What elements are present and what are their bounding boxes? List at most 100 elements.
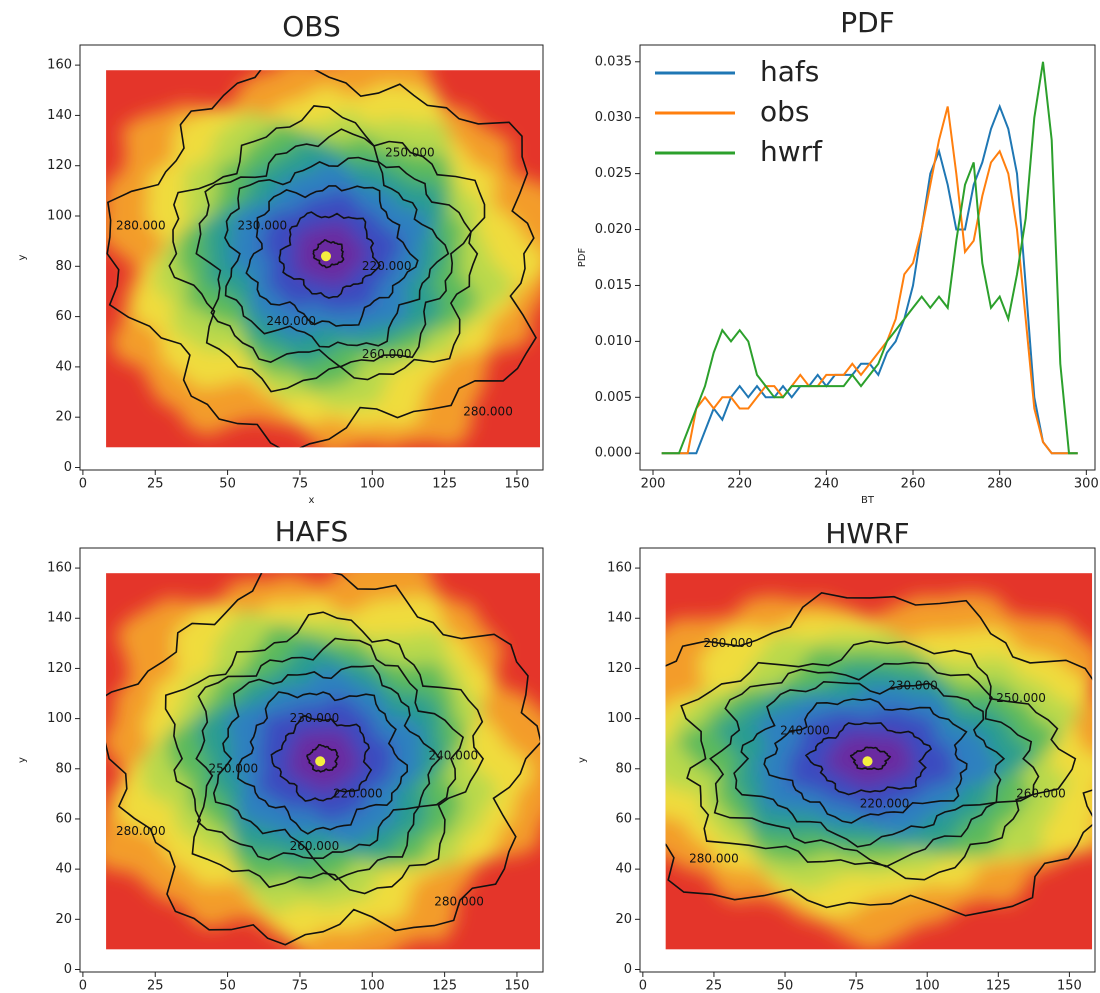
x-tick-label: 150 (505, 979, 530, 993)
y-tick-label: 140 (607, 611, 632, 626)
contour-label: 250.000 (996, 691, 1046, 705)
y-axis-label: PDF (577, 248, 588, 268)
eye (315, 756, 326, 767)
x-tick-label: 150 (505, 477, 530, 492)
y-tick-label: 0 (64, 460, 72, 475)
heatmap-blur (665, 591, 1093, 950)
y-tick-label: 0.030 (595, 110, 632, 125)
contour-line (245, 185, 419, 327)
x-tick-label: 0 (79, 477, 87, 492)
x-axis-label: BT (861, 495, 875, 506)
x-tick-label: 100 (360, 477, 385, 492)
y-tick-label: 0.005 (595, 390, 632, 405)
x-tick-label: 280 (987, 477, 1012, 492)
contour-line (306, 743, 340, 773)
contour-label: 230.000 (290, 711, 340, 725)
contour-line (195, 128, 473, 368)
eye (862, 756, 873, 767)
contour-label: 260.000 (1016, 786, 1066, 800)
y-tick-label: 0.020 (595, 222, 632, 237)
contour-label: 280.000 (116, 219, 166, 233)
y-tick-label: 140 (47, 611, 72, 626)
heatmap (665, 573, 1093, 950)
y-tick-label: 20 (55, 410, 72, 425)
contour-line (680, 640, 1077, 881)
y-tick-label: 0.010 (595, 334, 632, 349)
x-tick-label: 25 (147, 979, 164, 993)
y-tick-label: 100 (47, 209, 72, 224)
axes-frame (79, 547, 544, 973)
contour-label: 220.000 (860, 796, 910, 810)
contour-label: 240.000 (266, 314, 316, 328)
y-tick-label: 160 (47, 561, 72, 576)
y-tick-label: 60 (615, 811, 632, 826)
heatmap-layer (293, 222, 369, 286)
x-tick-label: 125 (986, 979, 1011, 993)
x-tick-label: 100 (915, 979, 940, 993)
y-tick-label: 0.000 (595, 446, 632, 461)
x-tick-label: 25 (147, 477, 164, 492)
contour-line (224, 156, 450, 348)
axes-frame (639, 44, 1096, 471)
y-axis-label: y (17, 254, 28, 260)
x-tick-label: 75 (292, 477, 309, 492)
x-axis-label: x (309, 495, 315, 506)
contour-label: 240.000 (780, 724, 830, 738)
contour-line (278, 211, 382, 299)
legend-label: hafs (760, 55, 819, 88)
y-tick-label: 160 (607, 561, 632, 576)
y-tick-label: 120 (607, 661, 632, 676)
x-tick-label: 150 (1057, 979, 1082, 993)
y-tick-label: 60 (55, 811, 72, 826)
y-tick-label: 20 (55, 912, 72, 927)
y-tick-label: 40 (55, 359, 72, 374)
contour-line (237, 691, 408, 835)
x-tick-label: 0 (639, 979, 647, 993)
chart-title: HAFS (275, 515, 349, 548)
contour-line (106, 70, 537, 448)
x-tick-label: 240 (814, 477, 839, 492)
contour-label: 250.000 (209, 761, 259, 775)
contour-label: 280.000 (434, 894, 484, 908)
y-tick-label: 80 (55, 761, 72, 776)
contour-label: 260.000 (290, 839, 340, 853)
contour-line (733, 680, 1006, 848)
contour-label: 280.000 (703, 636, 753, 650)
y-tick-label: 0.035 (595, 54, 632, 69)
series-line (661, 61, 1078, 455)
eye (320, 251, 331, 262)
y-tick-label: 60 (55, 309, 72, 324)
y-tick-label: 0 (624, 962, 632, 977)
x-tick-label: 50 (219, 477, 236, 492)
y-tick-label: 100 (607, 711, 632, 726)
x-tick-label: 75 (848, 979, 865, 993)
x-tick-label: 75 (292, 979, 309, 993)
chart-title: OBS (282, 10, 341, 43)
contour-label: 230.000 (888, 678, 938, 692)
contour-line (849, 746, 892, 771)
x-tick-label: 125 (432, 477, 457, 492)
x-tick-label: 25 (706, 979, 723, 993)
contour-label: 220.000 (362, 259, 412, 273)
contour-line (212, 664, 441, 859)
heatmap-blur (106, 70, 541, 448)
series-line (661, 106, 1078, 455)
y-tick-label: 80 (615, 761, 632, 776)
heatmap (106, 573, 541, 950)
y-tick-label: 0.015 (595, 278, 632, 293)
x-tick-label: 0 (79, 979, 87, 993)
y-tick-label: 120 (47, 661, 72, 676)
contour-line (106, 573, 541, 946)
legend-label: hwrf (760, 135, 823, 168)
axes-frame (639, 547, 1096, 973)
contour-label: 260.000 (362, 347, 412, 361)
y-tick-label: 160 (47, 58, 72, 73)
contour-label: 280.000 (463, 405, 513, 419)
y-tick-label: 140 (47, 108, 72, 123)
x-tick-label: 100 (360, 979, 385, 993)
y-tick-label: 0 (64, 962, 72, 977)
x-tick-label: 50 (777, 979, 794, 993)
contour-label: 230.000 (237, 219, 287, 233)
y-axis-label: y (577, 757, 588, 763)
x-tick-label: 300 (1074, 477, 1099, 492)
